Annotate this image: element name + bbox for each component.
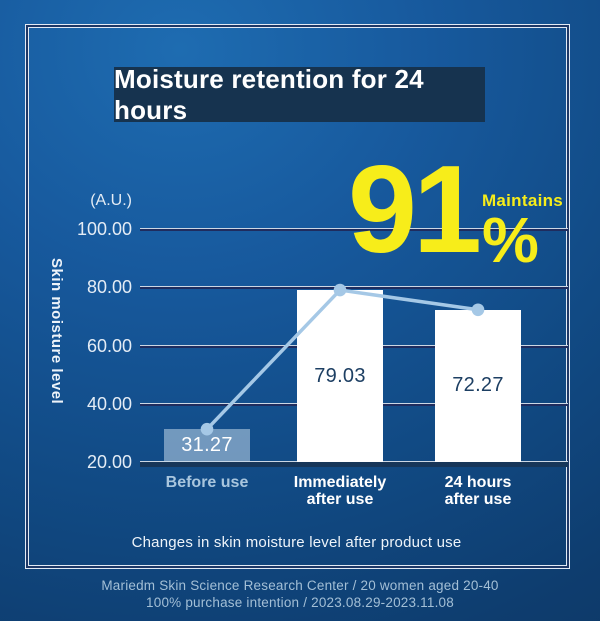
- y-tick-label: 80.00: [86, 277, 132, 298]
- bar: 31.27: [164, 429, 250, 462]
- bar: 79.03: [297, 290, 383, 462]
- x-category-label-line: after use: [306, 491, 374, 509]
- highlight-stat: 91 Maintains %: [348, 141, 564, 279]
- y-tick-label: 100.00: [76, 219, 132, 239]
- x-category-label-line: Before use: [165, 474, 249, 491]
- x-category-label: Immediately after use: [265, 474, 415, 509]
- x-category-label-line: 24 hours: [444, 474, 512, 491]
- highlight-side: Maintains %: [481, 191, 564, 276]
- y-tick-label: 20.00: [86, 452, 132, 472]
- bar-value-label: 31.27: [181, 434, 233, 457]
- bar: 72.27: [435, 309, 521, 462]
- footer-line-2: 100% purchase intention / 2023.08.29-202…: [146, 595, 454, 610]
- chart-caption: Changes in skin moisture level after pro…: [131, 534, 462, 551]
- x-category-label-line: after use: [444, 491, 512, 509]
- footer-line-1: Mariedm Skin Science Research Center / 2…: [101, 578, 499, 593]
- x-axis-baseline: [140, 462, 568, 467]
- y-tick-label: 60.00: [86, 335, 132, 356]
- gridline: [140, 228, 568, 231]
- highlight-value: 91: [348, 141, 482, 279]
- chart-title: Moisture retention for 24 hours: [114, 63, 424, 125]
- bar-value-label: 79.03: [314, 364, 366, 387]
- x-category-label-line: Immediately: [293, 474, 387, 491]
- highlight-label: Maintains: [481, 191, 564, 210]
- bar-value-label: 72.27: [452, 374, 504, 397]
- y-axis-title: Skin moisture level: [48, 257, 65, 405]
- gridline: [140, 286, 568, 290]
- highlight-percent-sign: %: [481, 204, 539, 276]
- y-tick-label: 40.00: [86, 393, 132, 414]
- x-category-label: Before use: [132, 474, 282, 491]
- y-axis-unit: (A.U.): [90, 192, 132, 209]
- footer-note: Mariedm Skin Science Research Center / 2…: [0, 577, 600, 611]
- x-category-label: 24 hours after use: [403, 474, 553, 509]
- title-banner: Moisture retention for 24 hours: [114, 64, 485, 125]
